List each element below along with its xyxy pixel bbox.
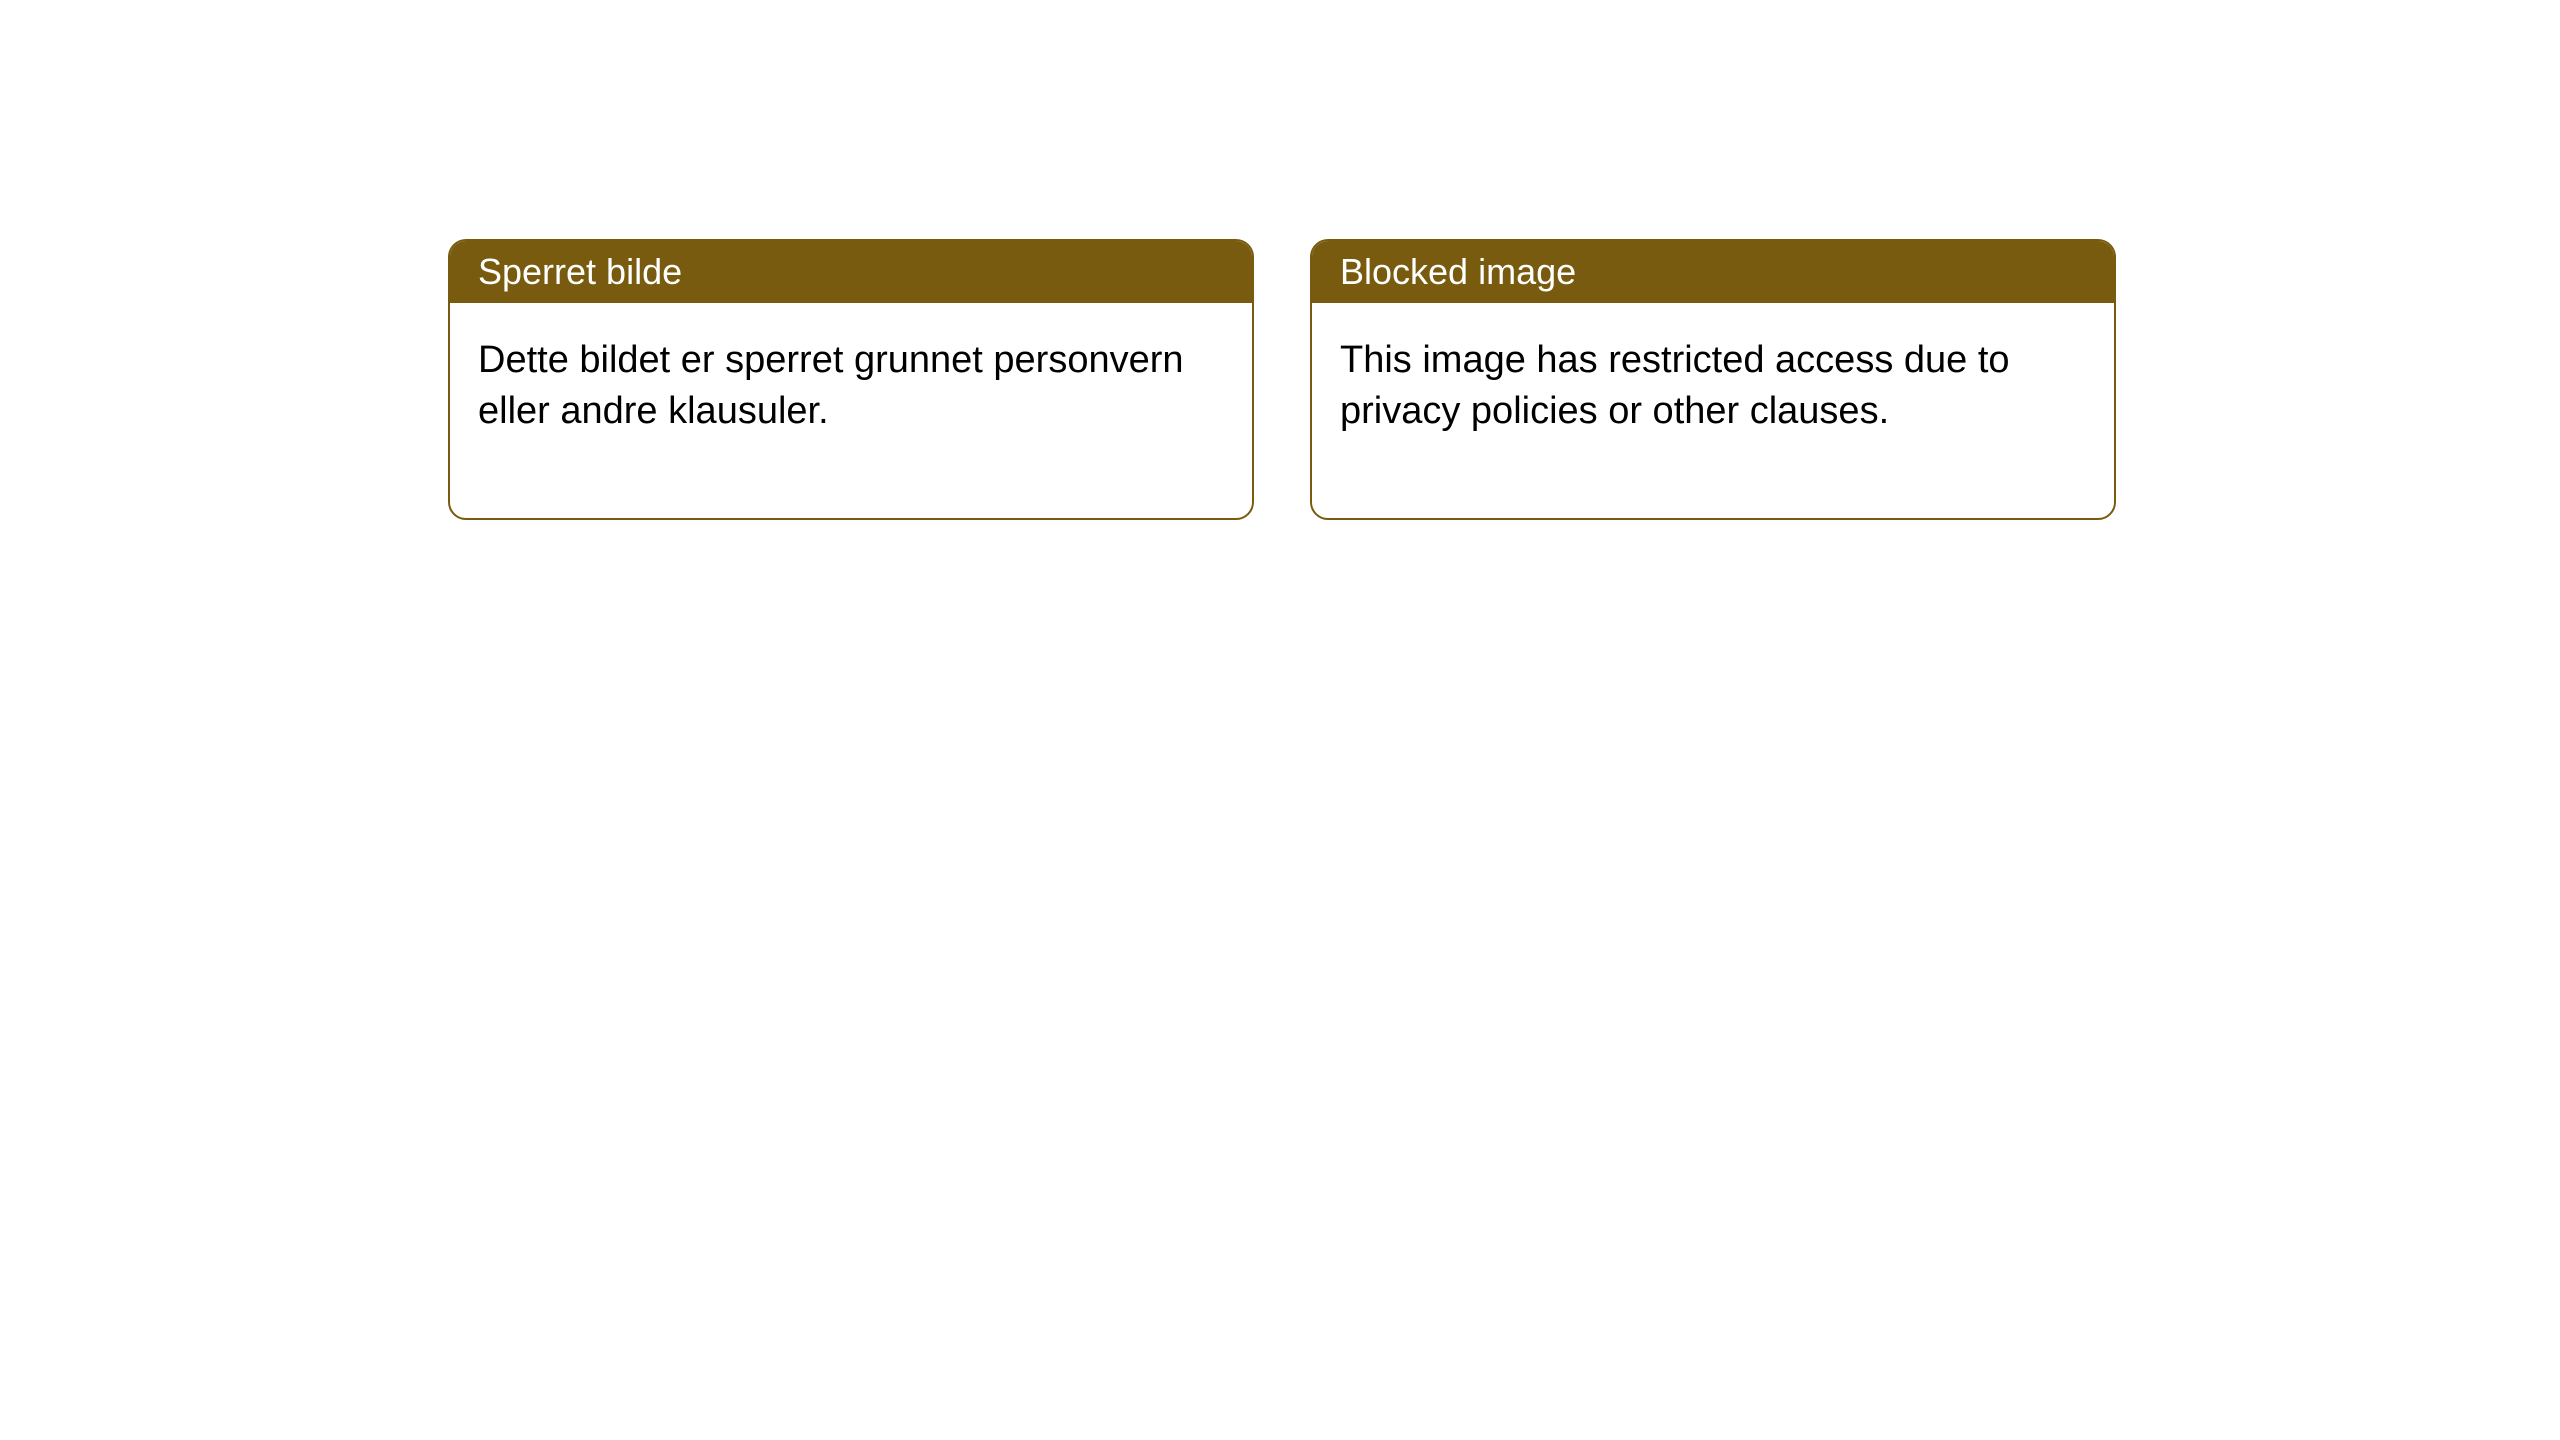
notice-box-norwegian: Sperret bilde Dette bildet er sperret gr…: [448, 239, 1254, 520]
notice-header: Blocked image: [1312, 241, 2114, 303]
notice-message: This image has restricted access due to …: [1340, 339, 2010, 432]
notice-title: Sperret bilde: [478, 251, 682, 292]
notice-box-english: Blocked image This image has restricted …: [1310, 239, 2116, 520]
notice-header: Sperret bilde: [450, 241, 1252, 303]
notice-container: Sperret bilde Dette bildet er sperret gr…: [448, 239, 2116, 520]
notice-body: This image has restricted access due to …: [1312, 303, 2114, 518]
notice-body: Dette bildet er sperret grunnet personve…: [450, 303, 1252, 518]
notice-message: Dette bildet er sperret grunnet personve…: [478, 339, 1184, 432]
notice-title: Blocked image: [1340, 251, 1576, 292]
